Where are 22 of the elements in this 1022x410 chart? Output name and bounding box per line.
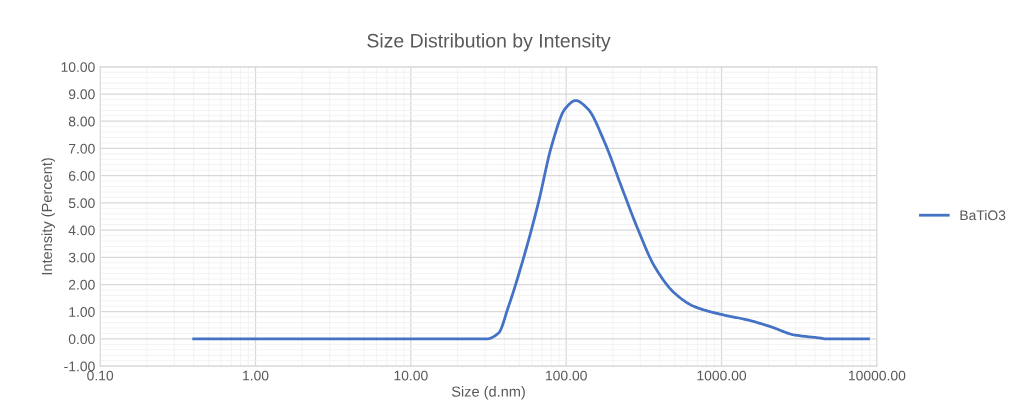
x-axis-title: Size (d.nm) bbox=[451, 386, 525, 400]
x-tick-label: 10000.00 bbox=[848, 370, 906, 381]
y-tick-label: 0.00 bbox=[68, 334, 95, 345]
x-tick-label: 100.00 bbox=[546, 370, 587, 381]
x-tick-label: 10.00 bbox=[394, 370, 428, 381]
y-tick-label: 1.00 bbox=[69, 307, 95, 317]
x-tick-label: 0.10 bbox=[87, 370, 114, 381]
y-tick-label: 9.00 bbox=[68, 89, 95, 100]
x-tick-label: 1.00 bbox=[243, 370, 269, 381]
y-tick-label: 3.00 bbox=[68, 252, 95, 263]
x-tick-label: 1000.00 bbox=[697, 370, 747, 381]
y-tick-label: 4.00 bbox=[68, 225, 95, 236]
y-axis-title: Intensity (Percent) bbox=[41, 158, 55, 275]
y-tick-label: 2.00 bbox=[68, 279, 95, 290]
y-tick-label: 8.00 bbox=[68, 116, 95, 127]
y-tick-label: 7.00 bbox=[68, 143, 95, 154]
chart-title: Size Distribution by Intensity bbox=[367, 33, 611, 52]
y-tick-label: 6.00 bbox=[68, 171, 95, 181]
legend-label: BaTiO3 bbox=[960, 210, 1006, 221]
y-tick-label: -1.00 bbox=[64, 361, 95, 372]
y-tick-label: 10.00 bbox=[61, 62, 95, 72]
y-tick-label: 5.00 bbox=[68, 198, 95, 209]
